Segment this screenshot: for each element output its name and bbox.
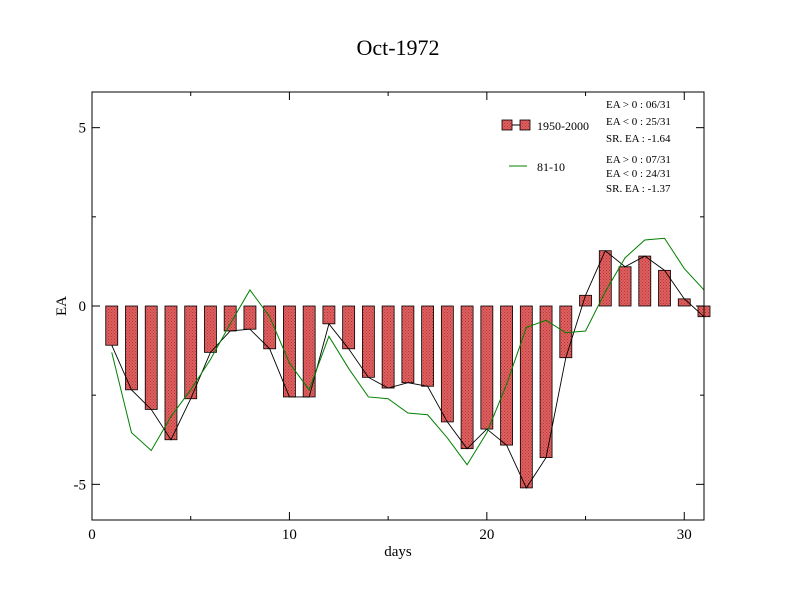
x-tick-label-0: 0: [88, 527, 96, 543]
y-tick-label-0: 0: [79, 299, 87, 315]
bar-day-4: [164, 305, 178, 441]
line-series-81-10: [111, 237, 705, 466]
axis-ticks-group: 0 10 20 30 -5 0 5: [74, 92, 704, 543]
bar-day-22: [519, 305, 533, 489]
chart-title: Oct-1972: [356, 35, 439, 60]
stats-1950-2000-line-3: SR. EA : -1.64: [606, 133, 671, 145]
legend: 1950-2000 81-10 EA > 0 : 06/31 EA < 0 : …: [501, 99, 671, 195]
bar-day-13: [342, 305, 356, 350]
y-axis-label: EA: [54, 296, 70, 316]
bar-day-28: [638, 255, 652, 307]
x-tick-label-20: 20: [479, 527, 494, 543]
legend-bar-swatch-left: [501, 119, 513, 131]
stats-81-10-line-3: SR. EA : -1.37: [606, 183, 671, 195]
x-tick-label-30: 30: [677, 527, 692, 543]
bar-day-27: [618, 266, 632, 307]
bar-series-group: [105, 249, 711, 489]
bar-day-6: [204, 305, 217, 353]
bar-day-1: [105, 305, 119, 346]
bar-day-24: [559, 305, 573, 359]
line-series-group: [111, 237, 705, 466]
bar-day-3: [144, 305, 158, 410]
bar-day-7: [223, 305, 237, 332]
stats-81-10-line-1: EA > 0 : 07/31: [606, 154, 671, 166]
x-axis-label: days: [384, 544, 412, 560]
bar-day-5: [184, 305, 198, 400]
bar-day-26: [598, 250, 612, 307]
bar-day-21: [500, 305, 513, 446]
legend-line-label: 81-10: [537, 160, 565, 174]
bar-day-12: [322, 305, 336, 325]
bar-day-10: [283, 305, 296, 398]
bar-day-16: [401, 305, 415, 384]
bar-day-17: [421, 305, 435, 387]
legend-bar-label: 1950-2000: [537, 119, 589, 133]
y-tick-label--5: -5: [74, 477, 87, 493]
legend-bar-swatch-right: [519, 119, 531, 131]
bar-day-8: [243, 305, 257, 330]
bar-day-15: [381, 305, 395, 389]
bar-day-20: [480, 305, 494, 430]
stats-1950-2000-line-2: EA < 0 : 25/31: [606, 116, 671, 128]
bar-day-25: [579, 294, 592, 307]
bar-connector-line: [111, 249, 705, 489]
stats-1950-2000-line-1: EA > 0 : 06/31: [606, 99, 671, 111]
y-tick-label-5: 5: [79, 121, 87, 137]
stats-81-10-line-2: EA < 0 : 24/31: [606, 168, 671, 180]
x-tick-label-10: 10: [282, 527, 297, 543]
bar-day-19: [460, 305, 474, 450]
bar-day-2: [125, 305, 138, 391]
bar-day-18: [440, 305, 454, 423]
bar-day-14: [361, 305, 375, 378]
